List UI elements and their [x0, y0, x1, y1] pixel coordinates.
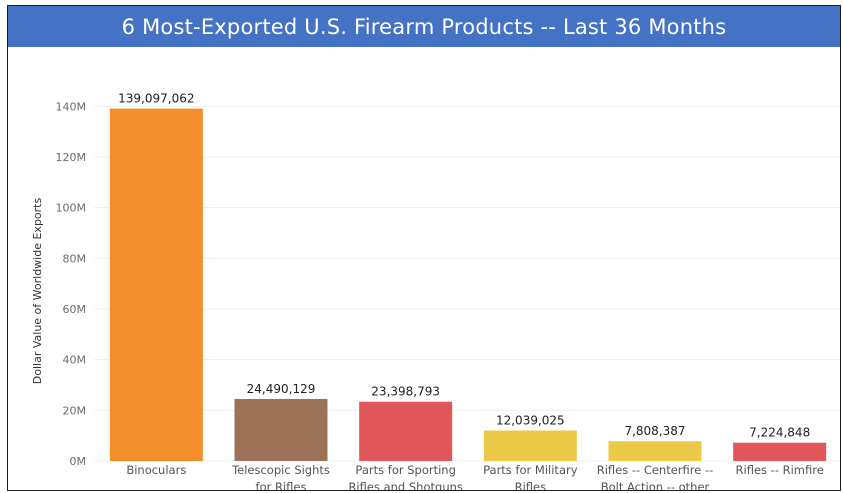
bars — [109, 108, 827, 461]
y-axis-label: Dollar Value of Worldwide Exports — [31, 198, 44, 385]
y-tick-label: 40M — [63, 354, 87, 367]
bar[interactable] — [359, 401, 453, 461]
category-label: Rifles — [515, 480, 547, 491]
y-tick-label: 0M — [70, 455, 87, 468]
bar[interactable] — [483, 430, 577, 461]
y-axis-ticks: 0M 20M 40M 60M 80M 100M 120M 140M — [56, 100, 87, 468]
data-labels: 139,097,062 24,490,129 23,398,793 12,039,02… — [118, 92, 810, 440]
category-label: Telescopic Sights — [231, 463, 330, 477]
category-label: Parts for Sporting — [355, 463, 455, 477]
category-label: Rifles and Shotguns — [348, 480, 462, 491]
data-label: 139,097,062 — [118, 92, 194, 106]
y-tick-label: 120M — [56, 151, 87, 164]
y-tick-label: 80M — [63, 252, 87, 265]
y-tick-label: 140M — [56, 100, 87, 113]
category-label: Rifles -- Rimfire — [736, 463, 824, 477]
chart-frame: 6 Most-Exported U.S. Firearm Products --… — [7, 5, 841, 491]
category-label: Bolt Action -- other — [601, 480, 710, 491]
gridlines — [94, 105, 840, 462]
y-tick-label: 100M — [56, 202, 87, 215]
data-label: 7,224,848 — [749, 426, 810, 440]
y-tick-label: 20M — [63, 404, 87, 417]
bar-chart: 0M 20M 40M 60M 80M 100M 120M 140M Dollar Value … — [31, 92, 840, 491]
data-label: 24,490,129 — [247, 382, 316, 396]
data-label: 23,398,793 — [371, 385, 440, 399]
category-label: Binoculars — [126, 463, 186, 477]
category-label: for Rifles — [256, 480, 307, 491]
category-label: Rifles -- Centerfire -- — [597, 463, 714, 477]
chart-title: 6 Most-Exported U.S. Firearm Products --… — [8, 6, 840, 47]
bar[interactable] — [234, 398, 328, 461]
bar[interactable] — [109, 108, 203, 461]
bar[interactable] — [733, 442, 827, 461]
category-label: Parts for Military — [483, 463, 578, 477]
data-label: 12,039,025 — [496, 414, 565, 428]
bar[interactable] — [608, 441, 702, 461]
y-tick-label: 60M — [63, 303, 87, 316]
data-label: 7,808,387 — [624, 424, 685, 438]
category-labels: Binoculars Telescopic Sights for Rifles Par… — [126, 463, 824, 491]
